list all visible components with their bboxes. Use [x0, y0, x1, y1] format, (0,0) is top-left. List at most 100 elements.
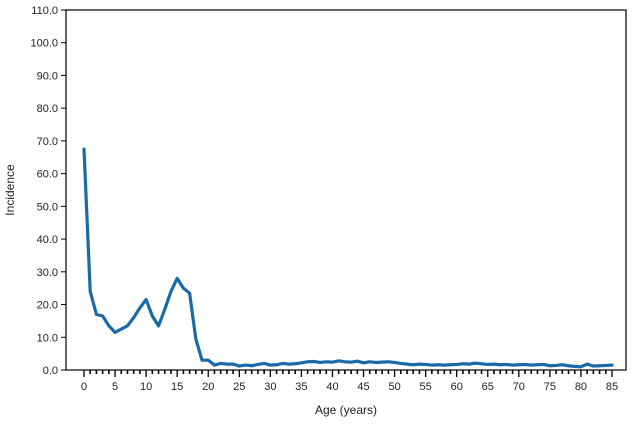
x-tick-label: 30	[264, 381, 276, 393]
data-point	[126, 324, 129, 328]
data-point	[374, 361, 378, 364]
x-axis-title: Age (years)	[315, 403, 377, 417]
data-point	[169, 290, 173, 293]
data-point	[200, 358, 204, 362]
data-point	[436, 363, 440, 367]
data-point	[331, 360, 334, 364]
y-tick-label: 110.0	[31, 5, 58, 17]
data-point	[585, 362, 589, 366]
data-point	[281, 362, 285, 365]
data-point	[144, 298, 148, 302]
x-tick-label: 50	[388, 381, 400, 393]
data-point	[300, 361, 303, 365]
y-tick-label: 60.0	[37, 169, 58, 181]
x-tick-label: 85	[606, 381, 618, 393]
x-tick-label: 15	[171, 381, 183, 393]
data-point	[399, 362, 403, 365]
data-point	[343, 360, 347, 364]
data-point	[262, 362, 266, 365]
x-tick-label: 45	[357, 381, 369, 393]
data-point	[455, 363, 459, 366]
data-points	[82, 147, 614, 369]
plot-frame	[65, 9, 627, 371]
data-point	[138, 306, 142, 310]
data-point	[163, 308, 167, 311]
data-point	[567, 364, 570, 368]
y-tick-label: 20.0	[37, 300, 58, 312]
y-tick-label: 10.0	[37, 332, 58, 344]
data-point	[480, 362, 483, 366]
x-tick-label: 10	[140, 381, 152, 393]
x-tick-label: 55	[420, 381, 432, 393]
data-point	[418, 362, 421, 366]
y-tick-label: 100.0	[30, 38, 58, 50]
data-point	[598, 364, 601, 368]
data-point	[405, 362, 409, 366]
y-axis: 0.0 10.0 20.0 30.0 40.0 50.0 60.0 70.0 80.0 90.0 1…	[30, 5, 66, 377]
data-point	[386, 360, 390, 364]
y-tick-label: 70.0	[37, 136, 58, 148]
data-point	[349, 360, 353, 364]
data-point	[306, 360, 310, 364]
data-point	[194, 337, 198, 341]
y-tick-label: 90.0	[37, 70, 58, 82]
data-point	[424, 363, 428, 366]
data-point	[188, 291, 192, 295]
incidence-line	[82, 147, 614, 369]
data-point	[560, 363, 564, 367]
data-point	[213, 363, 216, 367]
data-point	[113, 330, 117, 334]
data-point	[579, 365, 583, 369]
data-point	[150, 314, 154, 318]
data-point	[293, 362, 297, 366]
x-axis: 0 5 10 15 20 25 30 35 40 45 50 55 60 65 70 75 80 85	[81, 370, 618, 393]
data-point	[107, 324, 111, 328]
data-point	[355, 359, 359, 363]
data-point	[573, 365, 577, 368]
data-point	[132, 316, 136, 320]
x-tick-label: 5	[112, 381, 118, 393]
data-point	[119, 327, 123, 331]
data-point	[237, 364, 241, 368]
data-point	[529, 363, 533, 367]
data-point	[591, 364, 595, 368]
data-point	[486, 363, 490, 366]
data-point	[461, 362, 465, 366]
data-point	[287, 362, 291, 366]
data-point	[219, 362, 223, 365]
x-tick-label: 65	[482, 381, 494, 393]
data-point	[523, 363, 527, 366]
data-point	[250, 364, 254, 368]
data-point	[318, 361, 322, 364]
data-point	[244, 363, 247, 367]
data-point	[256, 363, 260, 366]
x-tick-label: 70	[513, 381, 525, 393]
data-point	[610, 363, 614, 367]
data-point	[157, 324, 160, 328]
data-point	[225, 362, 229, 366]
x-tick-label: 60	[451, 381, 463, 393]
data-point	[95, 312, 98, 316]
y-axis-title: Incidence	[3, 164, 17, 216]
data-point	[554, 364, 558, 367]
data-point	[498, 363, 502, 367]
data-point	[181, 286, 185, 290]
data-point	[324, 360, 328, 364]
data-point	[467, 362, 471, 366]
data-point	[505, 363, 508, 366]
y-tick-label: 40.0	[37, 234, 58, 246]
y-tick-label: 50.0	[37, 201, 58, 213]
x-tick-label: 35	[295, 381, 307, 393]
data-point	[449, 363, 452, 367]
data-point	[517, 363, 521, 367]
data-point	[542, 363, 546, 366]
data-point	[511, 363, 515, 367]
data-point	[362, 361, 365, 365]
data-point	[380, 360, 384, 364]
data-point	[82, 147, 86, 151]
data-point	[275, 363, 278, 367]
data-point	[88, 290, 92, 293]
data-point	[268, 363, 272, 367]
data-point	[101, 314, 105, 318]
data-point	[337, 359, 341, 363]
